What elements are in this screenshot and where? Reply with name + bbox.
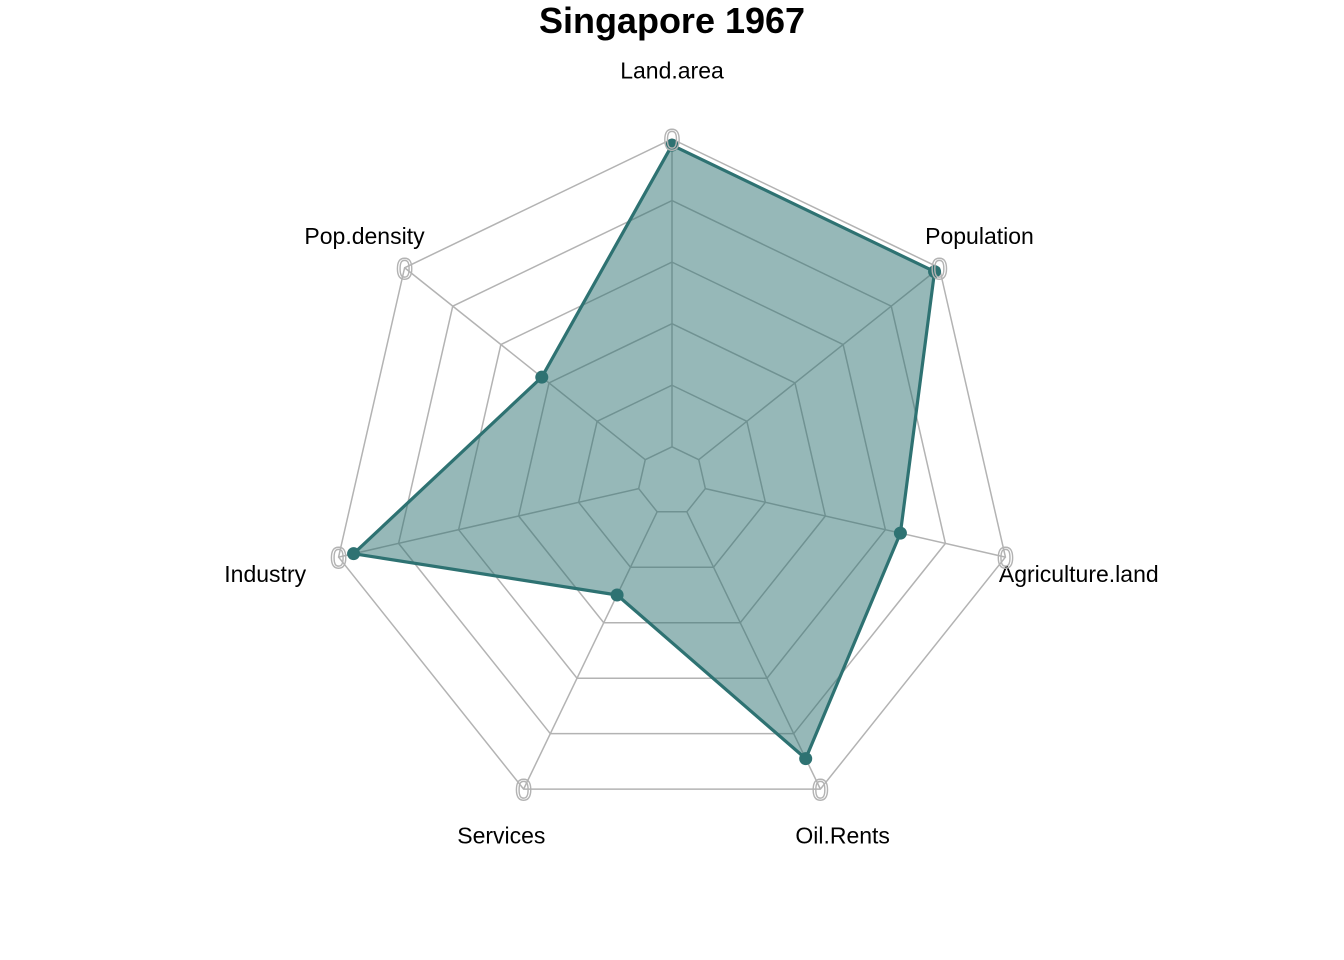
tick-label-industry: 0: [330, 542, 347, 575]
tick-label-oil-rents: 0: [812, 774, 829, 807]
data-point-land-area: [665, 138, 679, 152]
tick-label-agriculture-land: 0: [997, 542, 1014, 575]
data-point-industry: [347, 547, 361, 561]
axis-label-land-area: Land.area: [620, 58, 724, 84]
axis-label-oil-rents: Oil.Rents: [795, 822, 890, 848]
chart-title: Singapore 1967: [539, 0, 805, 41]
axis-label-pop-density: Pop.density: [304, 223, 425, 249]
data-point-population: [928, 265, 942, 279]
series-layer: [347, 138, 942, 766]
data-point-oil-rents: [799, 752, 813, 766]
axis-label-population: Population: [925, 223, 1034, 249]
axis-label-agriculture-land: Agriculture.land: [999, 561, 1159, 587]
tick-label-population: 0: [931, 253, 948, 286]
axis-label-industry: Industry: [224, 561, 306, 587]
data-point-services: [610, 588, 624, 602]
axis-label-services: Services: [457, 822, 545, 848]
tick-label-services: 0: [515, 774, 532, 807]
tick-label-land-area: 0: [664, 124, 681, 157]
tick-labels: 0 0 0 0 0 0 0: [330, 123, 1015, 808]
data-point-agriculture-land: [893, 526, 907, 540]
tick-label-pop-density: 0: [396, 253, 413, 286]
data-point-pop-density: [535, 370, 549, 384]
series-area-1: [351, 143, 937, 761]
grid-ring-6: [337, 138, 1007, 790]
axis-labels: Land.area Population Agriculture.land Oil.R…: [224, 58, 1158, 849]
